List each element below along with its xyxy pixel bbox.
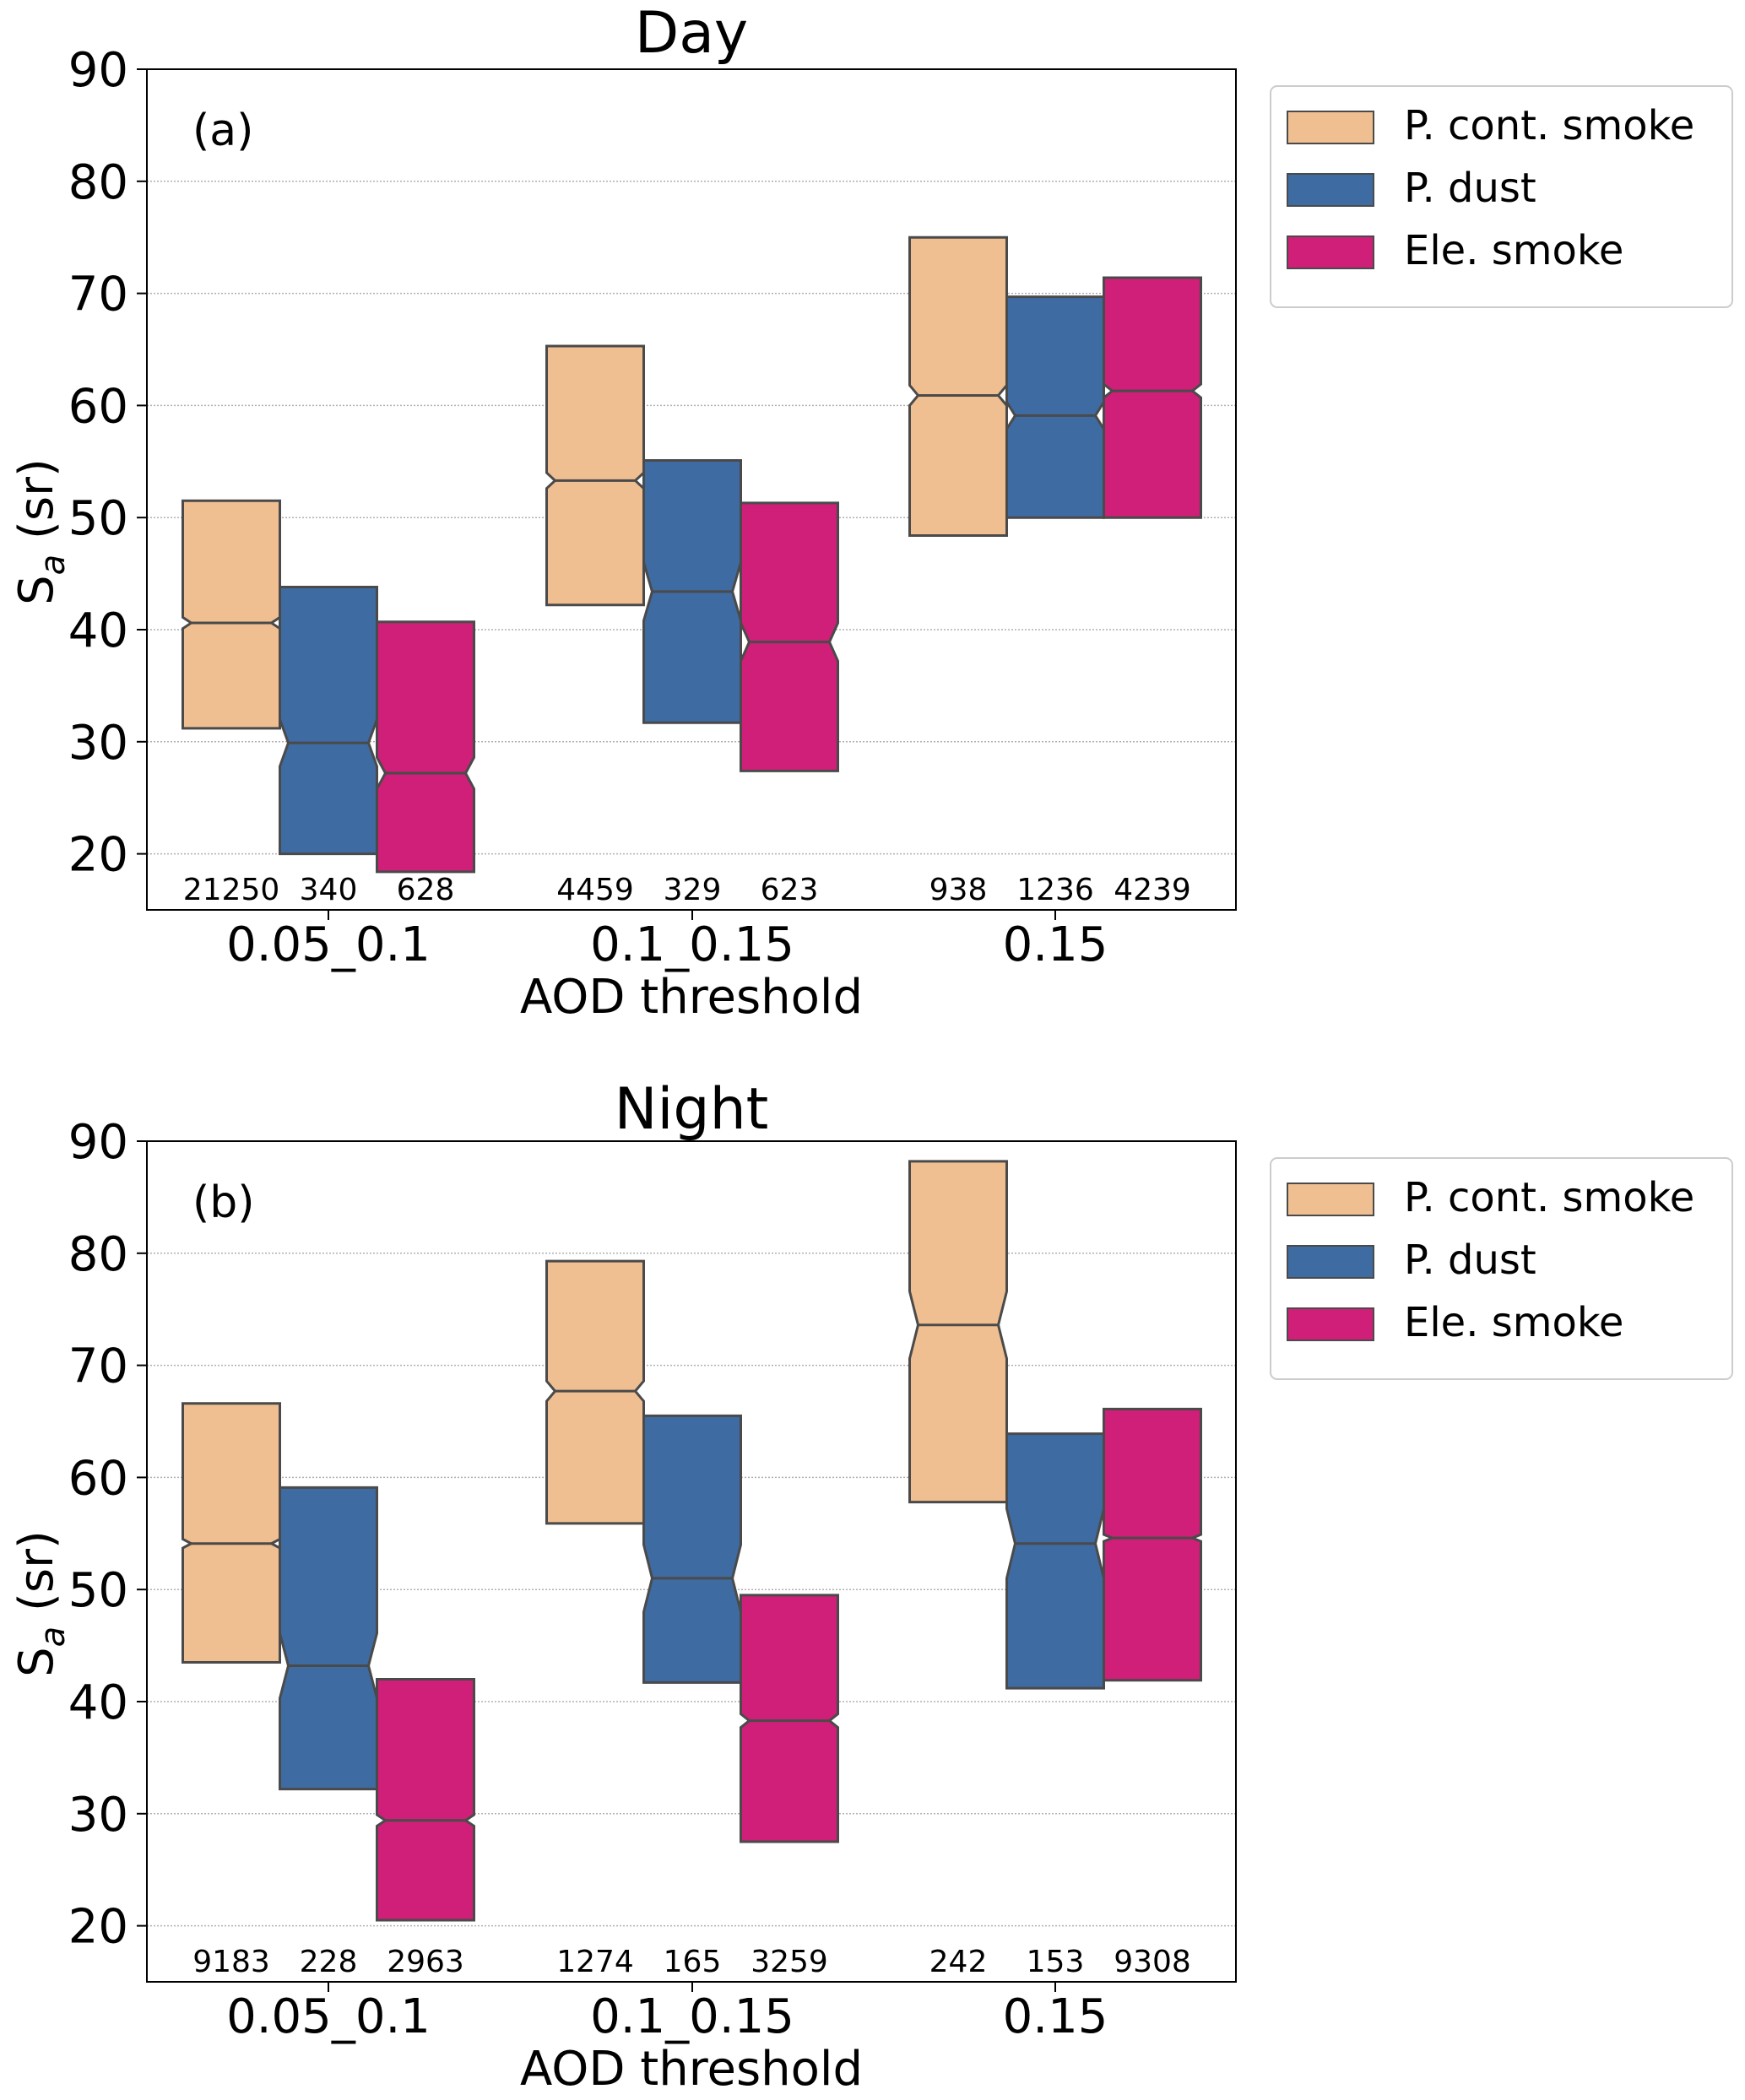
- box-2: [740, 1594, 839, 1843]
- y-tick-label: 30: [68, 716, 128, 771]
- y-tick-label: 80: [68, 155, 128, 210]
- x-tick-label: 0.1_0.15: [590, 1989, 794, 2044]
- box-0: [182, 499, 281, 730]
- y-tick-label: 20: [68, 1900, 128, 1955]
- count-label: 1236: [1016, 873, 1094, 907]
- count-label: 1274: [556, 1945, 634, 1979]
- legend-swatch: [1287, 1183, 1374, 1216]
- box-2: [1103, 1407, 1202, 1682]
- y-tick-label: 70: [68, 268, 128, 322]
- count-label: 3259: [751, 1945, 828, 1979]
- legend-swatch: [1287, 1307, 1374, 1341]
- count-label: 329: [664, 873, 722, 907]
- box-0: [908, 1160, 1008, 1504]
- x-axis-label: AOD threshold: [520, 970, 863, 1025]
- y-tick-label: 50: [68, 1563, 128, 1618]
- y-tick-label: 30: [68, 1788, 128, 1843]
- y-tick-label: 20: [68, 828, 128, 883]
- y-tick-label: 60: [68, 379, 128, 434]
- x-tick-label: 0.15: [1003, 917, 1108, 972]
- y-tick-label: 40: [68, 603, 128, 658]
- y-axis-label: Sa (sr): [9, 458, 73, 605]
- count-label: 4459: [556, 873, 634, 907]
- legend-label: Ele. smoke: [1404, 227, 1623, 274]
- box-1: [279, 1486, 378, 1791]
- chart-title: Night: [615, 1076, 769, 1143]
- legend-label: P. cont. smoke: [1404, 102, 1694, 149]
- y-tick-label: 50: [68, 491, 128, 546]
- count-label: 938: [929, 873, 988, 907]
- count-label: 242: [929, 1945, 988, 1979]
- y-tick-label: 40: [68, 1675, 128, 1730]
- legend-swatch: [1287, 173, 1374, 207]
- legend-swatch: [1287, 235, 1374, 269]
- legend-label: P. cont. smoke: [1404, 1174, 1694, 1221]
- x-tick-label: 0.05_0.1: [226, 917, 431, 972]
- box-2: [740, 501, 839, 772]
- box-0: [545, 344, 645, 607]
- y-tick-label: 70: [68, 1340, 128, 1394]
- box-2: [376, 1677, 475, 1922]
- count-label: 21250: [183, 873, 280, 907]
- count-label: 165: [664, 1945, 722, 1979]
- box-1: [642, 1414, 742, 1684]
- box-2: [376, 620, 475, 874]
- legend-swatch: [1287, 1245, 1374, 1279]
- axes-frame: [146, 1140, 1237, 1983]
- x-tick-label: 0.1_0.15: [590, 917, 794, 972]
- y-tick-label: 90: [68, 1115, 128, 1170]
- count-label: 4239: [1114, 873, 1191, 907]
- axes-frame: [146, 68, 1237, 911]
- legend-label: Ele. smoke: [1404, 1299, 1623, 1346]
- count-label: 9308: [1114, 1945, 1191, 1979]
- box-1: [1005, 295, 1105, 519]
- x-tick-label: 0.15: [1003, 1989, 1108, 2044]
- box-1: [1005, 1432, 1105, 1690]
- count-label: 628: [397, 873, 455, 907]
- count-label: 2963: [387, 1945, 464, 1979]
- panel-label: (b): [192, 1177, 255, 1228]
- chart-panel-1: 20 30 40 50 60 70 80 90 9183 228 2963 0.05_0.1 1274 1…: [9, 1076, 1733, 2097]
- y-tick-label: 80: [68, 1227, 128, 1282]
- count-label: 228: [300, 1945, 358, 1979]
- y-tick-label: 90: [68, 43, 128, 98]
- box-2: [1103, 276, 1202, 519]
- count-label: 623: [761, 873, 819, 907]
- box-0: [908, 235, 1008, 537]
- legend-label: P. dust: [1404, 1237, 1536, 1284]
- legend-label: P. dust: [1404, 165, 1536, 212]
- box-0: [182, 1402, 281, 1664]
- chart-panel-0: 20 30 40 50 60 70 80 90 21250 340 628 0.05_0.1 4459 3…: [9, 0, 1733, 1025]
- x-tick-label: 0.05_0.1: [226, 1989, 431, 2044]
- legend-box: [1270, 85, 1733, 308]
- y-tick-label: 60: [68, 1451, 128, 1506]
- legend-box: [1270, 1157, 1733, 1380]
- count-label: 340: [300, 873, 358, 907]
- count-label: 9183: [192, 1945, 270, 1979]
- count-label: 153: [1027, 1945, 1085, 1979]
- x-axis-label: AOD threshold: [520, 2042, 863, 2097]
- chart-title: Day: [635, 0, 748, 67]
- y-axis-label: Sa (sr): [9, 1530, 73, 1677]
- legend-swatch: [1287, 111, 1374, 144]
- box-1: [279, 586, 378, 856]
- panel-label: (a): [192, 106, 253, 156]
